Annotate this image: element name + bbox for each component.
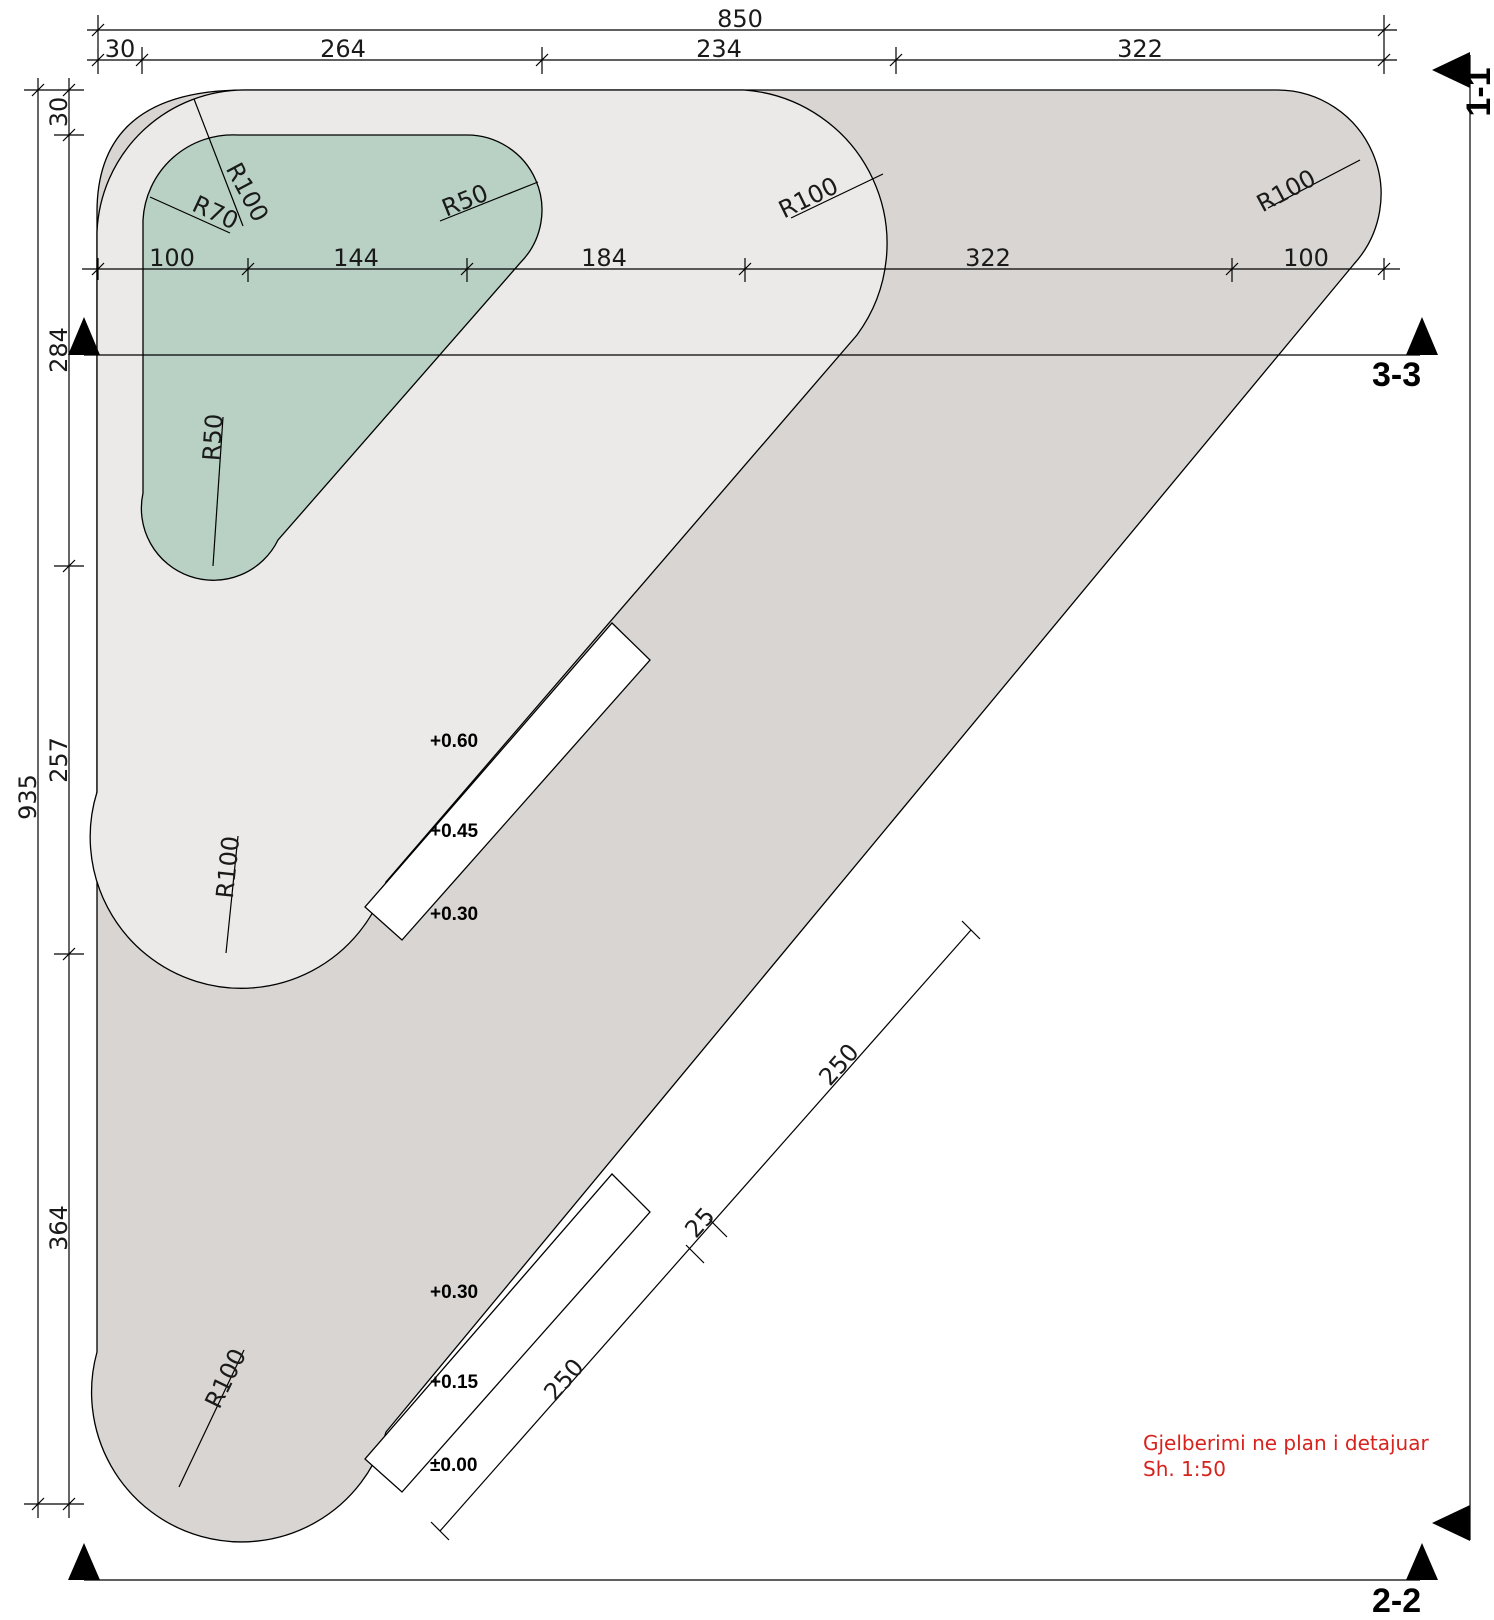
- step-upper: [364, 622, 651, 941]
- elevation-label: +0.30: [430, 1282, 478, 1303]
- dim-left-segment: 364: [45, 1205, 73, 1251]
- elevation-label: +0.15: [430, 1372, 479, 1393]
- elevation-label: +0.45: [430, 821, 479, 842]
- elevation-label: ±0.00: [430, 1455, 477, 1476]
- radius-label-light-bottom-left: R100: [211, 835, 245, 900]
- elevation-label: +0.60: [430, 731, 478, 752]
- section-1-marker-bottom: [1432, 1505, 1470, 1541]
- dim-inner-segment: 184: [581, 244, 627, 272]
- dim-overall-width: 850: [717, 5, 763, 33]
- section-1-label: 1-1: [1460, 67, 1494, 116]
- note-title: Gjelberimi ne plan i detajuar: [1143, 1431, 1429, 1455]
- radius-label-green-bottom: R50: [197, 413, 228, 462]
- section-2-marker-left: [68, 1543, 100, 1580]
- dim-inner-segment: 322: [965, 244, 1011, 272]
- section-3-marker-left: [68, 317, 100, 355]
- step-elevations: +0.60 +0.45 +0.30 +0.30 +0.15 ±0.00: [430, 731, 479, 1476]
- dim-overall-height: 935: [14, 774, 42, 820]
- dim-inner-segment: 100: [149, 244, 195, 272]
- dim-diagonal-lower: 250: [538, 1353, 589, 1406]
- dim-top-segment: 30: [105, 35, 136, 63]
- green-planter-area: [140, 134, 543, 581]
- note-scale: Sh. 1:50: [1143, 1457, 1226, 1481]
- dim-diagonal-upper: 250: [813, 1038, 864, 1091]
- dim-top-segment: 322: [1117, 35, 1163, 63]
- dim-left-segment: 30: [45, 97, 73, 128]
- dim-left-segment: 257: [45, 737, 73, 783]
- top-dimensions: 850 30 264 234 322: [87, 5, 1397, 74]
- dim-left-segment: 284: [45, 327, 73, 373]
- elevation-label: +0.30: [430, 904, 478, 925]
- step-lower: [364, 1173, 651, 1493]
- section-3-label: 3-3: [1372, 356, 1421, 394]
- inner-dimensions: 100 144 184 322 100: [82, 244, 1400, 282]
- left-dimensions: 935 30 284 257 364: [14, 78, 84, 1518]
- section-2-label: 2-2: [1372, 1582, 1421, 1620]
- drawing-note: Gjelberimi ne plan i detajuar Sh. 1:50: [1143, 1431, 1429, 1481]
- dim-inner-segment: 144: [333, 244, 379, 272]
- section-2-marker-right: [1406, 1543, 1438, 1580]
- section-cuts: 3-3 2-2 1-1: [68, 52, 1494, 1620]
- section-3-marker-right: [1406, 317, 1438, 355]
- section-1-marker-top: [1432, 52, 1470, 88]
- dim-top-segment: 234: [696, 35, 742, 63]
- dim-inner-segment: 100: [1283, 244, 1329, 272]
- dim-top-segment: 264: [320, 35, 366, 63]
- dim-diagonal-step: 25: [679, 1202, 720, 1243]
